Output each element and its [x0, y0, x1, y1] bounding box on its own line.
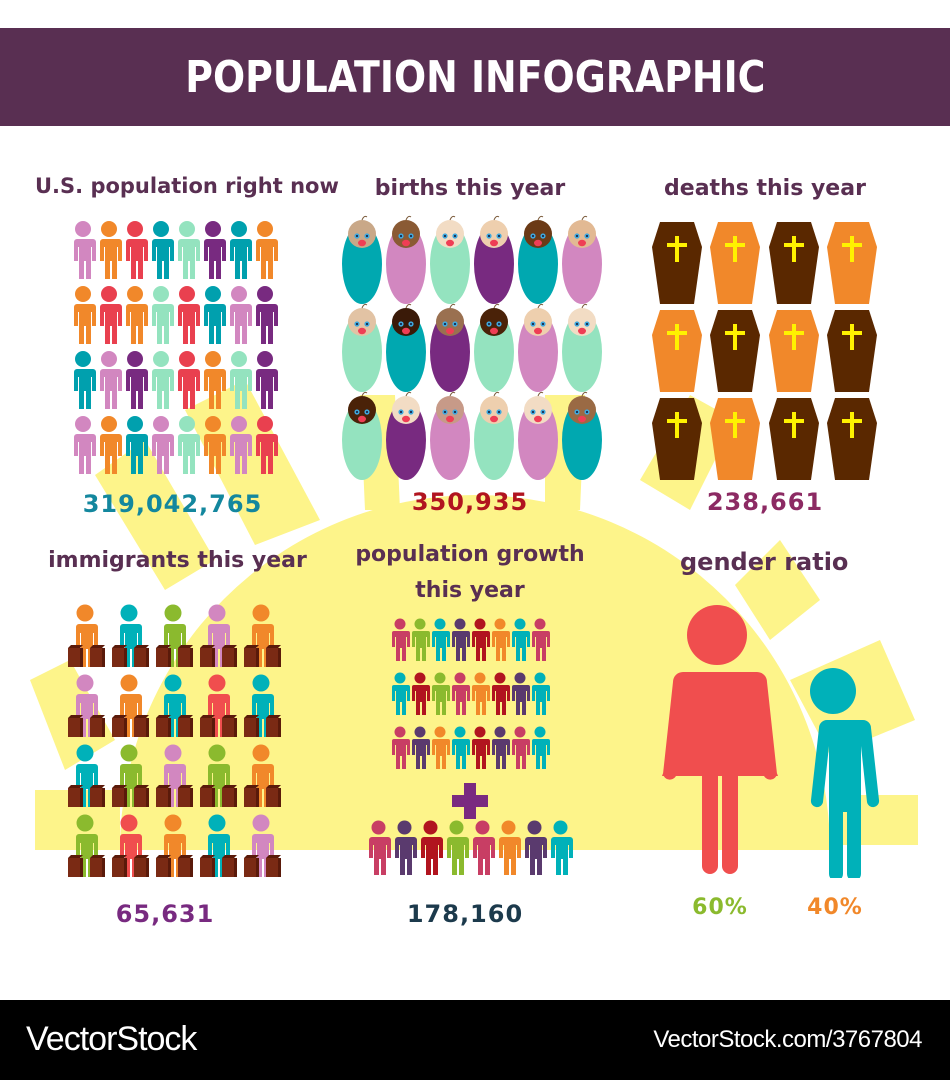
- footer-brand: VectorStock: [26, 1020, 197, 1058]
- growth-people-grid-icon: [392, 618, 550, 769]
- coffins-grid-icon: [652, 222, 877, 480]
- immigrants-grid-icon: [68, 604, 281, 877]
- male-figure-icon: [803, 668, 880, 878]
- footer-bar: VectorStock VectorStock.com/3767804: [0, 1000, 950, 1080]
- immigrants-value: 65,631: [115, 900, 215, 928]
- footer-url: VectorStock.com/3767804: [653, 1026, 922, 1053]
- plus-icon: [452, 783, 488, 819]
- deaths-value: 238,661: [706, 488, 824, 516]
- female-percentage: 60%: [692, 895, 748, 920]
- people-grid-icon: [73, 221, 278, 474]
- growth-people-row-icon: [369, 820, 573, 875]
- female-figure-icon: [662, 605, 778, 874]
- growth-title-line1: population growth: [355, 542, 585, 567]
- births-value: 350,935: [411, 488, 529, 516]
- us-population-value: 319,042,765: [82, 490, 263, 518]
- deaths-title: deaths this year: [664, 176, 866, 201]
- gender-title: gender ratio: [680, 548, 849, 576]
- babies-grid-icon: [342, 215, 602, 480]
- births-title: births this year: [374, 176, 566, 201]
- header-banner: POPULATION INFOGRAPHIC: [0, 28, 950, 126]
- male-percentage: 40%: [807, 895, 863, 920]
- growth-title-line2: this year: [415, 578, 525, 603]
- growth-value: 178,160: [406, 900, 524, 928]
- us-population-title: U.S. population right now: [35, 174, 339, 198]
- sunburst-background: [30, 380, 918, 850]
- page-title: POPULATION INFOGRAPHIC: [184, 51, 766, 103]
- immigrants-title: immigrants this year: [48, 548, 307, 573]
